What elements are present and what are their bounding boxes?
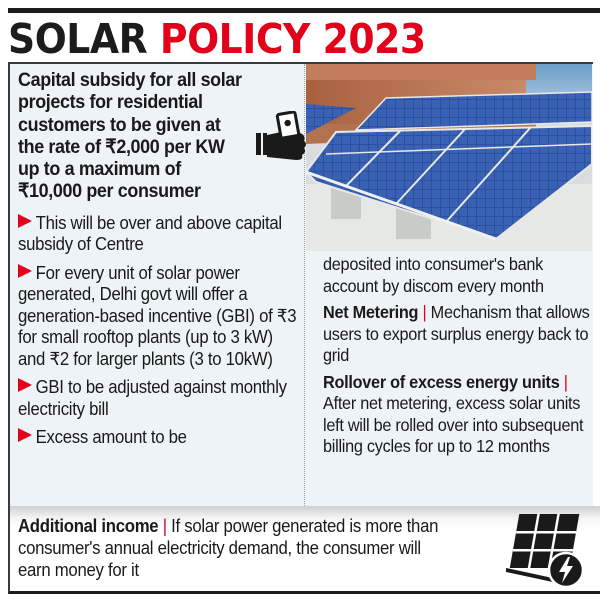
lead-text: Capital subsidy for all solar projects f… — [18, 69, 303, 203]
title-part-red: POLICY 2023 — [159, 15, 426, 63]
bullet-item: Excess amount to be — [18, 427, 303, 449]
lead-block: Capital subsidy for all solar projects f… — [18, 69, 306, 203]
section-body: After net metering, excess solar units l… — [323, 393, 584, 456]
lead-line: projects for residential — [18, 91, 203, 114]
red-arrow-icon — [18, 263, 32, 278]
page-title: SOLAR POLICY 2023 — [8, 17, 426, 61]
left-column: Capital subsidy for all solar projects f… — [18, 69, 306, 456]
additional-income-section: Additional income | If solar power gener… — [18, 515, 455, 581]
bullet-list: This will be over and above capital subs… — [18, 213, 303, 449]
red-arrow-icon — [18, 378, 32, 393]
red-arrow-icon — [18, 213, 32, 228]
lead-line: customers to be given at — [18, 113, 221, 136]
bullet-item: For every unit of solar power generated,… — [18, 262, 297, 369]
top-rule — [8, 8, 600, 13]
continuation-text: deposited into consumer's bank account b… — [323, 254, 544, 296]
section-heading: Rollover of excess energy units — [323, 371, 560, 392]
solar-panel-lightning-icon — [506, 514, 585, 589]
footer-panel — [8, 506, 600, 594]
bullet-item: GBI to be adjusted against monthly elect… — [18, 377, 287, 419]
section-heading: Net Metering — [323, 302, 419, 322]
red-separator: | — [422, 302, 427, 322]
rooftop-solar-image — [306, 64, 592, 251]
lead-line: ₹10,000 per consumer — [18, 180, 201, 203]
solar-panels-photo — [306, 64, 592, 251]
section-body: If solar power generated is more than co… — [18, 516, 439, 580]
lead-line: the rate of ₹2,000 per KW — [18, 135, 225, 158]
right-column: deposited into consumer's bank account b… — [323, 254, 593, 463]
rollover-section: Rollover of excess energy units | After … — [323, 372, 593, 458]
net-metering-section: Net Metering | Mechanism that allows use… — [323, 302, 593, 367]
lead-line: Capital subsidy for all solar — [18, 69, 242, 91]
hand-holding-money-icon — [256, 111, 306, 160]
red-arrow-icon — [18, 428, 32, 443]
red-separator: | — [563, 371, 568, 392]
title-part-black: SOLAR — [8, 15, 148, 63]
red-separator: | — [162, 516, 167, 536]
bullet-item: This will be over and above capital subs… — [18, 212, 282, 255]
section-heading: Additional income — [18, 516, 159, 536]
column-divider — [304, 64, 305, 506]
section-body: Mechanism that allows users to export su… — [323, 302, 590, 365]
lead-line: up to a maximum of — [18, 158, 181, 181]
